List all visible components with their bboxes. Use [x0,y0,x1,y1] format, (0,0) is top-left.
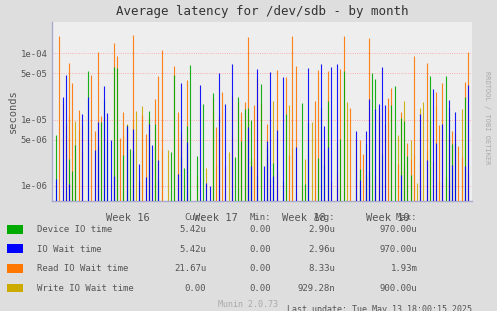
Text: 8.33u: 8.33u [309,264,335,273]
Text: 2.90u: 2.90u [309,225,335,234]
Title: Average latency for /dev/sdb - by month: Average latency for /dev/sdb - by month [116,5,409,18]
Text: Cur:: Cur: [185,213,206,222]
Text: Last update: Tue May 13 18:00:15 2025: Last update: Tue May 13 18:00:15 2025 [287,305,472,311]
Text: IO Wait time: IO Wait time [37,245,102,253]
Text: 2.96u: 2.96u [309,245,335,253]
Text: Week 19: Week 19 [366,213,410,223]
Text: Munin 2.0.73: Munin 2.0.73 [219,300,278,309]
Y-axis label: seconds: seconds [7,89,18,133]
Text: Max:: Max: [396,213,417,222]
Text: 1.93m: 1.93m [391,264,417,273]
Text: 970.00u: 970.00u [380,245,417,253]
Text: Week 18: Week 18 [282,213,326,223]
Text: 970.00u: 970.00u [380,225,417,234]
Text: 0.00: 0.00 [185,284,206,293]
Text: 21.67u: 21.67u [174,264,206,273]
Text: 900.00u: 900.00u [380,284,417,293]
Text: Write IO Wait time: Write IO Wait time [37,284,134,293]
Text: Device IO time: Device IO time [37,225,112,234]
Text: RRDTOOL / TOBI OETIKER: RRDTOOL / TOBI OETIKER [484,72,490,165]
Text: Avg:: Avg: [314,213,335,222]
Text: 5.42u: 5.42u [179,225,206,234]
Text: 929.28n: 929.28n [298,284,335,293]
Text: 0.00: 0.00 [249,225,271,234]
Text: Week 16: Week 16 [106,213,150,223]
Text: 0.00: 0.00 [249,264,271,273]
Text: Read IO Wait time: Read IO Wait time [37,264,129,273]
Text: 0.00: 0.00 [249,245,271,253]
Text: 5.42u: 5.42u [179,245,206,253]
Text: 0.00: 0.00 [249,284,271,293]
Text: Min:: Min: [249,213,271,222]
Text: Week 17: Week 17 [194,213,238,223]
